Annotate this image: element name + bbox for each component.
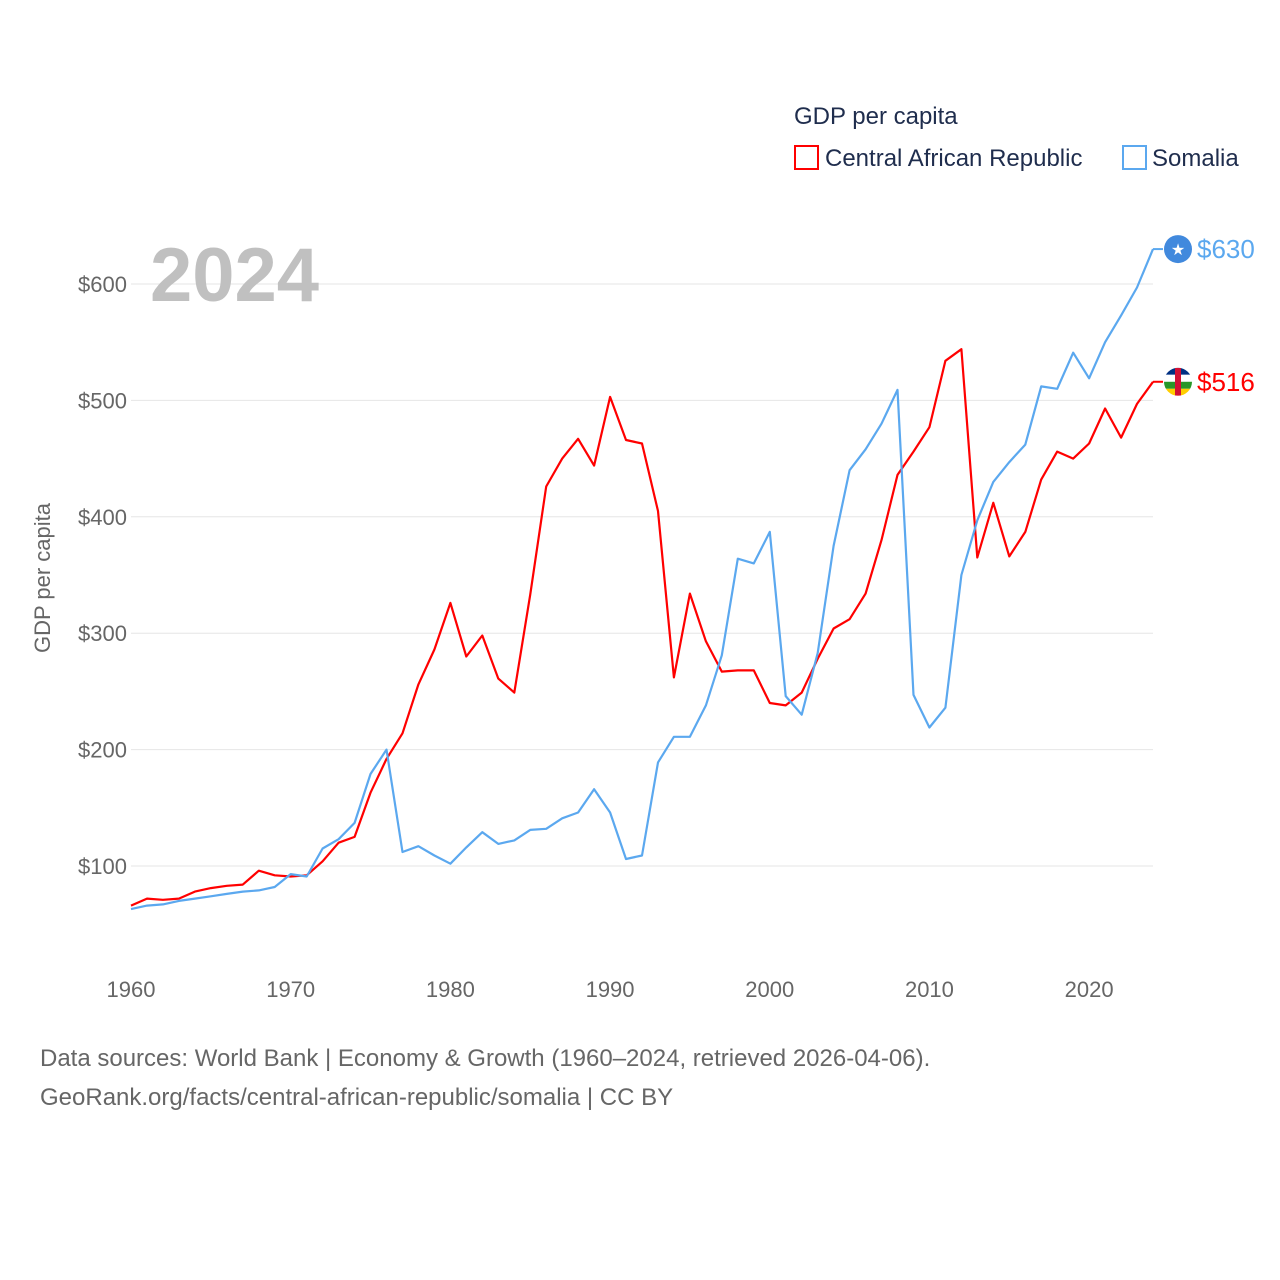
x-tick-label: 1990 [586,977,635,1002]
legend-swatch-car[interactable] [794,145,819,170]
flag-vertical-band [1175,367,1181,396]
x-axis-ticks: 1960 1970 1980 1990 2000 2010 2020 [107,977,1114,1002]
legend-swatch-somalia[interactable] [1122,145,1147,170]
legend-title: GDP per capita [794,103,958,130]
x-tick-label: 1980 [426,977,475,1002]
y-axis-ticks: $100 $200 $300 $400 $500 $600 [78,272,127,879]
y-tick-label: $600 [78,272,127,297]
year-watermark: 2024 [150,233,319,318]
somalia-flag-icon: ★ [1164,235,1192,264]
y-tick-label: $100 [78,854,127,879]
footer-sources: Data sources: World Bank | Economy & Gro… [40,1045,931,1072]
flag-circle [1164,235,1192,264]
y-axis-label: GDP per capita [30,502,55,653]
legend: GDP per capita Central African Republic … [794,103,1239,172]
legend-label-somalia[interactable]: Somalia [1152,145,1239,172]
central-african-republic-flag-icon [1164,367,1192,396]
series-line-car [130,348,1154,907]
y-tick-label: $300 [78,621,127,646]
series-end-labels: $516 ★ $630 [1153,234,1255,397]
x-tick-label: 1960 [107,977,156,1002]
star-glyph: ★ [1171,242,1185,259]
legend-label-car[interactable]: Central African Republic [825,145,1082,172]
end-value-label: $516 [1197,367,1255,397]
x-tick-label: 2000 [745,977,794,1002]
gridlines [131,283,1153,867]
x-tick-label: 2010 [905,977,954,1002]
y-tick-label: $200 [78,738,127,763]
y-tick-label: $400 [78,505,127,530]
x-tick-label: 2020 [1065,977,1114,1002]
footer-url: GeoRank.org/facts/central-african-republ… [40,1084,674,1111]
series-lines [130,248,1155,911]
x-tick-label: 1970 [266,977,315,1002]
series-line-somalia [130,248,1155,911]
end-value-label: $630 [1197,234,1255,264]
y-tick-label: $500 [78,388,127,413]
